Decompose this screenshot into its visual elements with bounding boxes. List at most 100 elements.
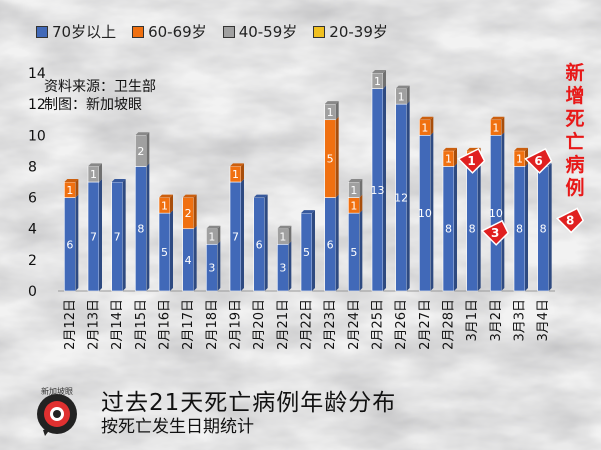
bar-side [430,116,434,136]
arrow-shape [480,219,510,246]
bar-value-label: 8 [540,223,547,236]
bar-side [146,163,150,291]
bar-side [193,194,197,229]
bar-top [159,194,173,198]
callout-arrow: 3 [480,219,510,246]
bar-side [383,70,386,89]
category-label: 2月28日 [442,299,457,350]
bar-value-label: 13 [371,184,385,197]
category-label: 2月18日 [205,299,220,350]
legend-label: 70岁以上 [52,23,117,41]
legend-label: 40-59岁 [238,23,298,41]
bar-top [514,147,528,151]
bar-value-label: 7 [232,231,239,244]
category-label: 2月24日 [347,299,362,350]
bar-value-label: 10 [489,207,503,220]
callout-arrow: 8 [555,207,585,234]
bar-value-label: 1 [516,153,523,166]
bar-side [99,179,102,291]
bar-side [406,85,410,105]
y-tick-label: 14 [28,66,46,82]
bar-side [193,225,197,291]
bar-top [443,147,457,151]
bar-side [477,163,481,291]
category-label: 3月1日 [465,299,480,342]
arrow-shape [555,207,585,234]
category-label: 3月2日 [489,299,504,342]
callout-label: 1 [467,154,475,168]
bar-top [253,194,268,198]
bar-value-label: 8 [445,223,452,236]
bar-side [359,194,363,214]
legend-swatch [132,25,145,38]
bar-value-label: 8 [469,223,476,236]
category-label: 2月14日 [110,299,125,350]
legend-item: 20-39岁 [313,21,388,42]
bar-side [335,194,339,291]
bar-top [301,210,315,214]
bar-value-label: 7 [90,231,97,244]
bar-side [454,147,457,167]
bar-side [335,101,339,120]
credit-line: 制图：新加坡眼 [44,97,142,113]
logo-icon: 新加坡眼 [37,386,77,436]
legend-label: 60-69岁 [148,23,207,41]
bar-top [395,85,410,89]
category-label: 2月26日 [394,299,409,350]
bar-side [217,241,221,291]
category-label: 2月13日 [87,299,102,350]
legend-item: 40-59岁 [222,21,298,42]
bar-top [348,179,363,182]
source-note: 资料来源：卫生部 制图：新加坡眼 [44,78,156,114]
bar-top [230,163,244,167]
y-tick-label: 2 [28,253,37,269]
bar-side [359,210,363,291]
side-label: 新增死亡病例 [565,62,585,199]
legend: 70岁以上 60-69岁 40-59岁 20-39岁 [36,21,388,42]
bar-side [146,132,150,167]
legend-swatch [313,25,326,38]
bar-value-label: 2 [137,145,144,158]
bar-top [182,194,197,198]
bar-value-label: 4 [185,254,192,267]
arrow-shape [524,147,553,174]
bar-value-label: 1 [90,168,97,181]
bar-value-label: 8 [516,223,523,236]
bar-side [99,163,102,182]
bar-side [383,85,386,291]
bar-side [75,194,79,291]
source-line: 资料来源：卫生部 [44,79,156,95]
y-tick-label: 12 [28,97,46,113]
legend-item: 70岁以上 [36,21,116,42]
category-label: 2月19日 [229,299,244,350]
y-tick-label: 4 [28,222,37,238]
bar-side [241,163,244,182]
bar-side [335,116,339,198]
callout-label: 6 [534,154,542,168]
bar-value-label: 10 [418,207,432,220]
callout-label: 3 [491,226,499,240]
category-label: 3月4日 [536,299,551,342]
bar-value-label: 3 [279,262,286,275]
bar-value-label: 1 [492,122,499,135]
bar-value-label: 5 [350,246,357,259]
category-label: 2月25日 [371,299,386,350]
legend-swatch [36,25,48,38]
bar-value-label: 1 [279,231,286,244]
category-label: 2月15日 [134,299,149,350]
bar-value-label: 1 [350,184,357,197]
bar-top [324,101,339,105]
bar-side [406,101,410,292]
bar-value-label: 1 [445,153,452,166]
bar-side [501,116,505,136]
bar-value-label: 1 [421,122,428,135]
y-tick-label: 6 [28,191,37,207]
bar-top [372,70,386,73]
bar-side [170,210,173,291]
callout-arrow: 6 [524,147,553,174]
bar-value-label: 6 [256,238,263,251]
bar-side [525,147,528,167]
category-label: 2月22日 [300,299,315,350]
y-tick-label: 10 [28,128,46,144]
